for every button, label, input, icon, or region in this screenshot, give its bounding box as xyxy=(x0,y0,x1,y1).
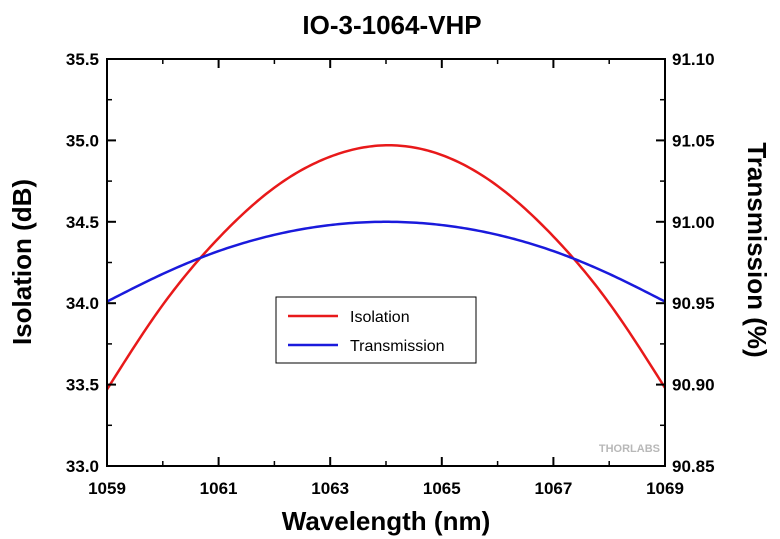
y-right-tick-label: 91.00 xyxy=(672,213,715,232)
x-tick-label: 1069 xyxy=(646,479,684,498)
legend-label-isolation: Isolation xyxy=(350,309,410,326)
thorlabs-watermark: THORLABS xyxy=(599,443,660,455)
y-right-tick-label: 91.10 xyxy=(672,50,715,69)
y-left-tick-label: 33.0 xyxy=(66,457,99,476)
plot-area xyxy=(105,58,667,467)
x-axis-ticks: 1059 1061 1063 1065 1067 1069 xyxy=(88,59,684,498)
left-y-axis-label: Isolation (dB) xyxy=(7,179,37,345)
y-left-tick-label: 34.5 xyxy=(66,213,99,232)
plot-background xyxy=(107,59,665,466)
right-y-axis-label: Transmission (%) xyxy=(742,142,772,357)
x-tick-label: 1065 xyxy=(423,479,461,498)
chart-title: IO-3-1064-VHP xyxy=(302,10,481,40)
y-left-tick-label: 35.0 xyxy=(66,131,99,150)
left-y-axis-ticks: 33.0 33.5 34.0 34.5 35.0 35.5 xyxy=(66,50,116,476)
right-y-axis-ticks: 90.85 90.90 90.95 91.00 91.05 91.10 xyxy=(656,50,715,476)
legend-label-transmission: Transmission xyxy=(350,338,445,355)
legend-box xyxy=(275,296,477,364)
x-tick-label: 1063 xyxy=(311,479,349,498)
x-tick-label: 1061 xyxy=(200,479,238,498)
series-layer xyxy=(105,144,667,391)
legend: Isolation Transmission xyxy=(275,296,477,364)
y-left-tick-label: 34.0 xyxy=(66,294,99,313)
y-left-tick-label: 35.5 xyxy=(66,50,99,69)
y-right-tick-label: 90.85 xyxy=(672,457,715,476)
series-line-transmission xyxy=(106,220,666,303)
y-right-tick-label: 91.05 xyxy=(672,131,715,150)
x-tick-label: 1059 xyxy=(88,479,126,498)
x-tick-label: 1067 xyxy=(534,479,572,498)
y-right-tick-label: 90.95 xyxy=(672,294,715,313)
y-right-tick-label: 90.90 xyxy=(672,376,715,395)
x-axis-label: Wavelength (nm) xyxy=(282,506,490,536)
y-left-tick-label: 33.5 xyxy=(66,376,99,395)
